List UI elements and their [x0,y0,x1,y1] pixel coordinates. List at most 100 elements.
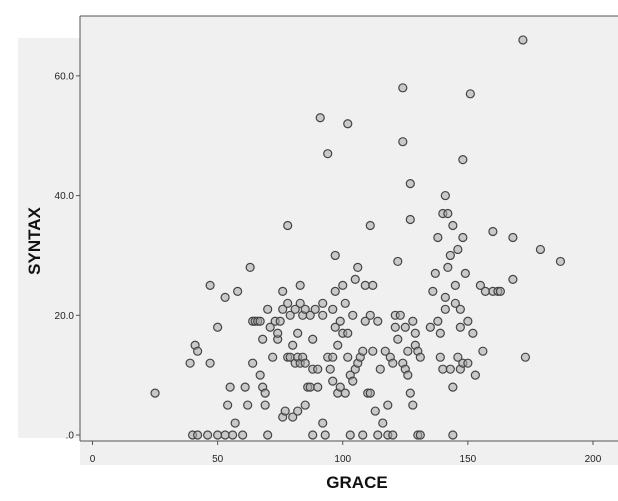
data-point [240,382,250,392]
data-point [193,346,203,356]
y-tick-label: .0 [66,431,75,442]
data-point [258,334,268,344]
data-point [350,274,360,284]
data-point [340,298,350,308]
data-point [453,352,463,362]
data-point [448,430,458,440]
data-point [295,280,305,290]
data-point [445,250,455,261]
data-point [205,280,215,290]
data-point [343,352,353,362]
data-point [383,400,393,410]
data-point [220,430,230,440]
data-point [488,226,498,237]
data-point [223,400,233,410]
data-point [150,388,160,398]
data-point [450,298,460,308]
data-point [283,298,293,308]
data-point [455,322,465,332]
x-axis-band [80,441,618,465]
data-point [328,352,338,362]
data-point [300,400,310,410]
data-point [348,310,358,320]
data-point [228,430,238,440]
data-point [353,262,363,273]
data-point [278,304,288,314]
data-point [360,280,370,290]
data-point [428,286,438,296]
data-point [335,316,345,326]
data-point [463,358,473,368]
data-point [333,340,343,350]
data-point [288,412,298,422]
data-point [300,358,310,368]
y-tick-label: 60.0 [55,71,75,82]
data-point [475,280,485,290]
data-point [318,298,328,308]
data-point [430,268,440,278]
data-point [230,418,240,428]
data-point [263,304,273,314]
data-points [150,35,566,440]
data-point [400,322,410,332]
data-point [343,328,353,338]
data-point [393,256,403,267]
data-point [313,382,323,392]
data-point [213,322,223,332]
data-point [378,418,388,428]
data-point [338,280,348,290]
data-point [405,214,415,225]
data-point [373,316,383,326]
data-point [185,358,195,368]
data-point [435,328,445,338]
data-point [323,149,333,159]
data-point [458,232,468,243]
data-point [463,316,473,326]
data-point [343,119,353,129]
y-axis-title: SYNTAX [25,206,44,274]
data-point [440,292,450,302]
data-point [290,304,300,314]
data-point [478,346,488,356]
data-point [260,388,270,398]
data-point [370,406,380,416]
data-point [358,430,368,440]
data-point [340,388,350,398]
data-point [325,364,335,374]
data-point [388,358,398,368]
data-point [335,382,345,392]
data-point [448,382,458,392]
data-point [305,382,315,392]
y-tick-label: 40.0 [55,191,75,202]
data-point [440,190,450,201]
data-point [520,352,531,362]
data-point [243,400,253,410]
data-point [468,328,478,338]
data-point [415,430,425,440]
data-point [330,322,340,332]
data-point [203,430,213,440]
x-tick-label: 200 [585,454,602,465]
data-point [275,316,285,326]
data-point [365,310,375,320]
y-axis-ticks: .0 20.0 40.0 60.0 [55,71,80,442]
data-point [508,232,518,243]
data-point [308,334,318,344]
data-point [318,310,328,320]
data-point [388,430,398,440]
data-point [433,232,443,243]
data-point [225,382,235,392]
data-point [193,430,203,440]
data-point [470,370,480,380]
data-point [308,430,318,440]
data-point [395,310,405,320]
data-point [508,274,518,284]
data-point [480,286,490,296]
data-point [415,352,425,362]
data-point [265,322,275,332]
data-point [403,346,413,356]
data-point [293,328,303,338]
data-point [390,322,400,332]
y-tick-label: 20.0 [55,311,75,322]
